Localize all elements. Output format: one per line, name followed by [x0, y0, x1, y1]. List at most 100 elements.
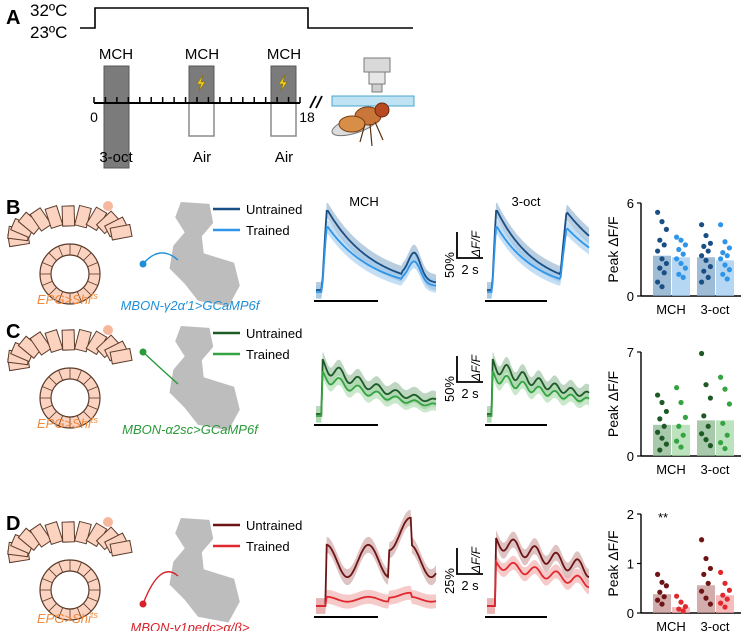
scale-bar: [456, 232, 483, 259]
panel-d: DEPG>ShitsMBON-γ1pedc>α/β>GCaMP6fUntrain…: [6, 507, 741, 631]
ring-segment-line: [83, 603, 92, 612]
data-point: [678, 237, 684, 243]
scale-bar-x-label: 2 s: [461, 262, 479, 277]
data-point: [722, 580, 728, 586]
bottom-label-3: Air: [275, 149, 293, 166]
data-point: [676, 246, 682, 253]
fruit-fly-icon: [331, 102, 390, 147]
x-category-label: 3-oct: [701, 302, 730, 317]
data-point: [707, 240, 714, 246]
mbon-neurite: [142, 571, 179, 605]
scale-bar-x-label: 2 s: [461, 386, 479, 401]
ring-segment-line: [83, 568, 92, 577]
y-axis-label: Peak ΔF/F: [605, 216, 621, 282]
ring-segment-line: [58, 415, 64, 426]
ring-segment-line: [87, 280, 98, 286]
panel-letter-c: C: [6, 321, 20, 343]
panel-letter-a: A: [6, 7, 20, 29]
ring-segment-line: [42, 404, 53, 410]
odor-block-conditioning: [103, 65, 130, 169]
data-point: [718, 222, 724, 228]
trained-trace: [487, 558, 590, 607]
data-point: [720, 420, 726, 426]
data-point: [657, 589, 663, 595]
legend-trained-label: Trained: [246, 347, 290, 362]
mbon-genotype-label: MBON-γ1pedc>α/β>: [131, 620, 250, 631]
ring-segment-line: [87, 596, 98, 602]
epg-bridge-segment: [44, 328, 64, 353]
data-point: [726, 245, 733, 251]
y-axis-label: Peak ΔF/F: [605, 371, 621, 437]
data-point: [680, 608, 686, 614]
data-point: [726, 587, 733, 593]
scale-bar-x-label: 2 s: [461, 578, 479, 593]
microscope-objective-icon: [331, 57, 415, 107]
epg-bridge-segment: [61, 329, 76, 351]
data-point: [674, 256, 680, 262]
ring-segment-line: [48, 568, 57, 577]
data-point: [661, 594, 667, 600]
epg-bridge-segment: [44, 520, 64, 545]
data-point: [707, 565, 714, 572]
odor-label-3: MCH: [267, 46, 301, 63]
mbon-genotype-label: MBON-α2sc>GCaMP6f: [122, 422, 259, 437]
timeline-end-label: 18: [299, 109, 315, 125]
data-point: [699, 253, 705, 259]
untrained-trace: [487, 358, 590, 415]
data-point: [701, 413, 707, 419]
y-tick-label: 7: [627, 345, 634, 360]
scale-bar-y-label: 50%: [442, 376, 457, 402]
epg-bridge-segment: [109, 347, 133, 365]
legend-trained-label: Trained: [246, 223, 290, 238]
recording-rows: B EPG>Shits MBON-γ2α′1>GCaMP6f Untrained Tra…: [6, 194, 741, 631]
axis-break-icon: [309, 95, 323, 109]
data-point: [699, 279, 705, 285]
data-point: [663, 260, 670, 267]
data-point: [655, 248, 661, 254]
brain-silhouette: [169, 326, 240, 431]
data-point: [707, 395, 714, 401]
x-category-label: 3-oct: [701, 462, 730, 477]
trained-trace: [487, 226, 590, 293]
trained-error-band: [316, 585, 436, 613]
air-block-1: [188, 102, 215, 137]
data-point: [701, 243, 707, 249]
data-point: [703, 232, 709, 239]
data-point: [657, 447, 663, 453]
ring-segment-line: [58, 562, 64, 573]
data-point: [659, 284, 665, 290]
data-point: [722, 445, 728, 452]
ring-segment-line: [42, 596, 53, 602]
untrained-trace: [316, 358, 437, 415]
trained-trace: [316, 591, 437, 607]
data-point: [680, 251, 686, 257]
data-point: [682, 242, 689, 248]
y-axis-label: Peak ΔF/F: [605, 530, 621, 596]
data-point: [682, 265, 689, 271]
genotype-superscript: ts: [91, 291, 99, 301]
scale-bar: [456, 548, 483, 575]
data-point: [703, 382, 709, 388]
bottom-label-1: 3-oct: [99, 149, 133, 166]
ring-segment-line: [83, 252, 92, 261]
data-point: [726, 401, 733, 407]
data-point: [724, 596, 730, 602]
genotype-superscript: ts: [91, 610, 99, 620]
data-point: [659, 399, 665, 406]
data-point: [655, 429, 661, 435]
data-point: [678, 399, 684, 406]
odor-label-1: MCH: [99, 46, 133, 63]
data-point: [678, 260, 684, 267]
data-point: [722, 239, 728, 245]
data-point: [661, 242, 667, 248]
panel-b: B EPG>Shits MBON-γ2α′1>GCaMP6f Untrained Tra…: [6, 194, 741, 317]
data-point: [680, 432, 686, 438]
epg-bridge-segment: [44, 204, 64, 229]
ring-segment-line: [42, 386, 53, 392]
panel-a: A 32ºC 23ºC MCH MCH MCH 0 18 3-oct Air A…: [6, 1, 415, 169]
mbon-neurite: [142, 351, 179, 385]
data-point: [724, 276, 730, 282]
data-point: [718, 440, 724, 446]
trained-error-band: [316, 364, 436, 423]
epg-bridge-segment: [109, 223, 133, 241]
